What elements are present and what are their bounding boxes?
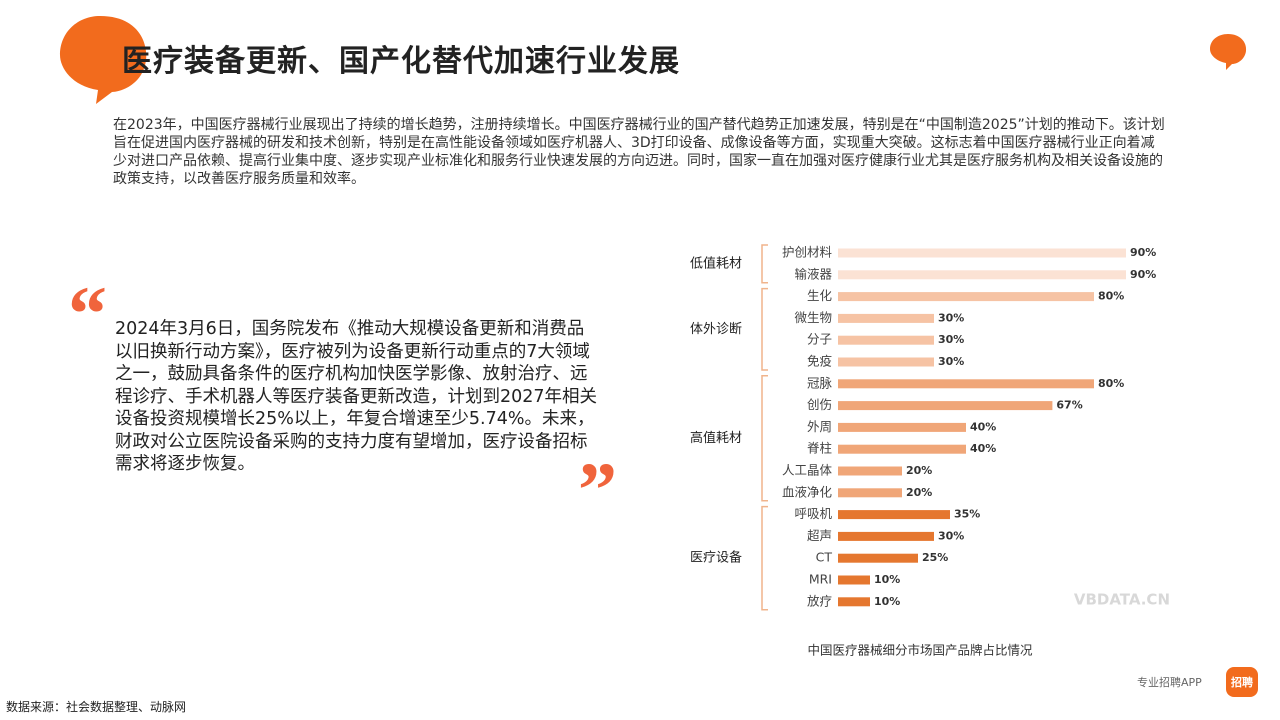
- category-label: 人工晶体: [782, 463, 833, 478]
- bar: [838, 510, 950, 520]
- bar: [838, 313, 934, 323]
- category-label: 呼吸机: [794, 506, 832, 521]
- category-label: 外周: [807, 419, 832, 434]
- value-label: 30%: [938, 529, 964, 542]
- bar: [838, 248, 1126, 258]
- value-label: 80%: [1098, 290, 1124, 303]
- value-label: 40%: [970, 442, 996, 455]
- value-label: 20%: [906, 486, 932, 499]
- category-label: 超声: [807, 528, 832, 543]
- bar: [838, 401, 1053, 411]
- value-label: 35%: [954, 508, 980, 521]
- category-label: 分子: [807, 332, 832, 347]
- speech-bubble-small: [1210, 34, 1247, 70]
- logo: 招聘: [1231, 675, 1253, 689]
- bar: [838, 270, 1126, 280]
- category-label: 护创材料: [782, 245, 833, 260]
- bar: [838, 292, 1094, 302]
- source: 数据来源：社会数据整理、动脉网: [6, 700, 187, 714]
- bar: [838, 357, 934, 367]
- group-label: 医疗设备: [690, 550, 742, 566]
- value-label: 30%: [938, 355, 964, 368]
- category-label: 血液净化: [782, 484, 833, 499]
- group-label: 体外诊断: [690, 322, 742, 337]
- value-label: 20%: [906, 464, 932, 477]
- category-label: 创伤: [807, 397, 832, 412]
- category-label: 免疫: [807, 354, 832, 369]
- value-label: 67%: [1056, 399, 1082, 412]
- bar: [838, 553, 918, 563]
- quote: 2024年3月6日，国务院发布《推动大规模设备更新和消费品以旧换新行动方案》，医…: [115, 319, 598, 474]
- category-label: 冠脉: [807, 375, 833, 390]
- value-label: 40%: [970, 420, 996, 433]
- bar: [838, 531, 934, 541]
- speech-bubble: [60, 16, 147, 104]
- value-label: 30%: [938, 333, 964, 346]
- caption: 中国医疗器械细分市场国产品牌占比情况: [807, 643, 1033, 658]
- footer: 专业招聘APP: [1137, 676, 1202, 689]
- group-bracket: [761, 287, 768, 371]
- bar: [838, 379, 1094, 389]
- value-label: 10%: [874, 573, 900, 586]
- value-label: 90%: [1130, 268, 1156, 281]
- watermark: VBDATA.CN: [1074, 591, 1170, 609]
- bar: [838, 466, 902, 476]
- bar: [838, 444, 966, 454]
- value-label: 25%: [922, 551, 948, 564]
- category-label: 放疗: [807, 593, 832, 608]
- category-label: 微生物: [794, 310, 832, 325]
- category-label: 输液器: [794, 266, 832, 281]
- chart: VBDATA.CN 中国医疗器械细分市场国产品牌占比情况 低值耗材 护创材料 90%…: [690, 244, 1170, 658]
- bar: [838, 575, 870, 585]
- group-bracket: [761, 505, 768, 611]
- quote-open: “: [68, 270, 107, 357]
- category-label: 生化: [807, 288, 833, 303]
- value-label: 10%: [874, 595, 900, 608]
- paragraph: 在2023年，中国医疗器械行业展现出了持续的增长趋势，注册持续增长。中国医疗器械…: [113, 117, 1165, 187]
- quote-close: ”: [578, 446, 617, 533]
- category-label: MRI: [809, 572, 832, 587]
- bar: [838, 335, 934, 345]
- logo-box: [1226, 667, 1258, 697]
- group-bracket: [761, 375, 768, 502]
- bar: [838, 422, 966, 432]
- category-label: 脊柱: [807, 441, 832, 456]
- group-bracket: [761, 244, 768, 284]
- category-label: CT: [816, 550, 833, 565]
- group-label: 低值耗材: [690, 255, 742, 271]
- value-label: 30%: [938, 311, 964, 324]
- title: 医疗装备更新、国产化替代加速行业发展: [122, 44, 680, 79]
- value-label: 80%: [1098, 377, 1124, 390]
- value-label: 90%: [1130, 246, 1156, 259]
- group-label: 高值耗材: [690, 430, 742, 446]
- bar: [838, 597, 870, 607]
- bar: [838, 488, 902, 498]
